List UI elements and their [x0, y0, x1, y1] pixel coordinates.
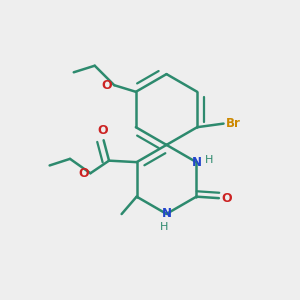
Text: N: N — [161, 207, 172, 220]
Text: O: O — [78, 167, 88, 180]
Text: O: O — [102, 79, 112, 92]
Text: Br: Br — [226, 117, 241, 130]
Text: H: H — [160, 222, 168, 232]
Text: H: H — [205, 155, 213, 165]
Text: N: N — [191, 156, 201, 169]
Text: O: O — [97, 124, 108, 137]
Text: O: O — [221, 192, 232, 205]
